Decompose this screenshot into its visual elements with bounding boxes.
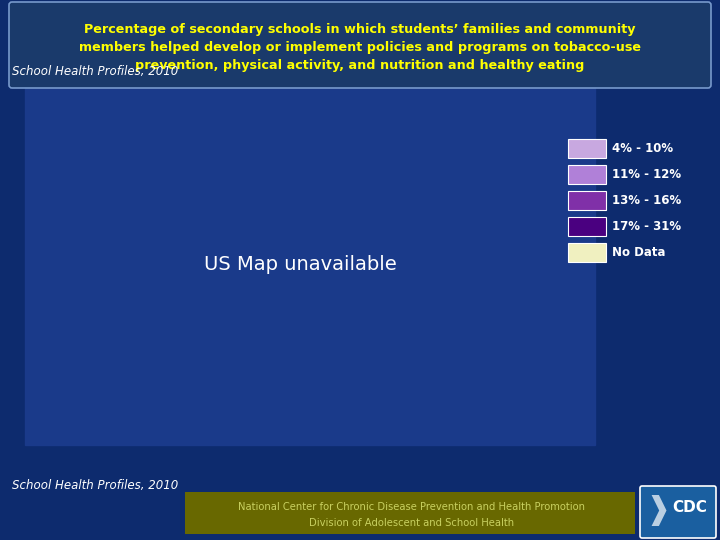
- Bar: [568, 243, 606, 262]
- Bar: [568, 217, 606, 236]
- FancyBboxPatch shape: [640, 486, 716, 538]
- Text: School Health Profiles, 2010: School Health Profiles, 2010: [12, 65, 179, 78]
- Bar: [568, 191, 606, 210]
- Text: School Health Profiles, 2010: School Health Profiles, 2010: [12, 480, 179, 492]
- Text: No Data: No Data: [612, 246, 665, 259]
- Text: National Center for Chronic Disease Prevention and Health Promotion: National Center for Chronic Disease Prev…: [238, 502, 585, 512]
- Bar: [568, 139, 606, 158]
- Text: members helped develop or implement policies and programs on tobacco-use: members helped develop or implement poli…: [79, 42, 641, 55]
- Bar: [25, 80, 595, 445]
- Text: ❱: ❱: [645, 496, 671, 526]
- FancyBboxPatch shape: [9, 2, 711, 88]
- Text: 11% - 12%: 11% - 12%: [612, 168, 681, 181]
- Text: US Map unavailable: US Map unavailable: [204, 255, 397, 274]
- Text: 13% - 16%: 13% - 16%: [612, 194, 681, 207]
- Text: Division of Adolescent and School Health: Division of Adolescent and School Health: [310, 518, 515, 528]
- Bar: [185, 492, 635, 534]
- Text: CDC: CDC: [672, 501, 708, 516]
- Text: 4% - 10%: 4% - 10%: [612, 142, 673, 155]
- Text: prevention, physical activity, and nutrition and healthy eating: prevention, physical activity, and nutri…: [135, 59, 585, 72]
- Text: 17% - 31%: 17% - 31%: [612, 220, 681, 233]
- Bar: [568, 165, 606, 184]
- Text: Percentage of secondary schools in which students’ families and community: Percentage of secondary schools in which…: [84, 24, 636, 37]
